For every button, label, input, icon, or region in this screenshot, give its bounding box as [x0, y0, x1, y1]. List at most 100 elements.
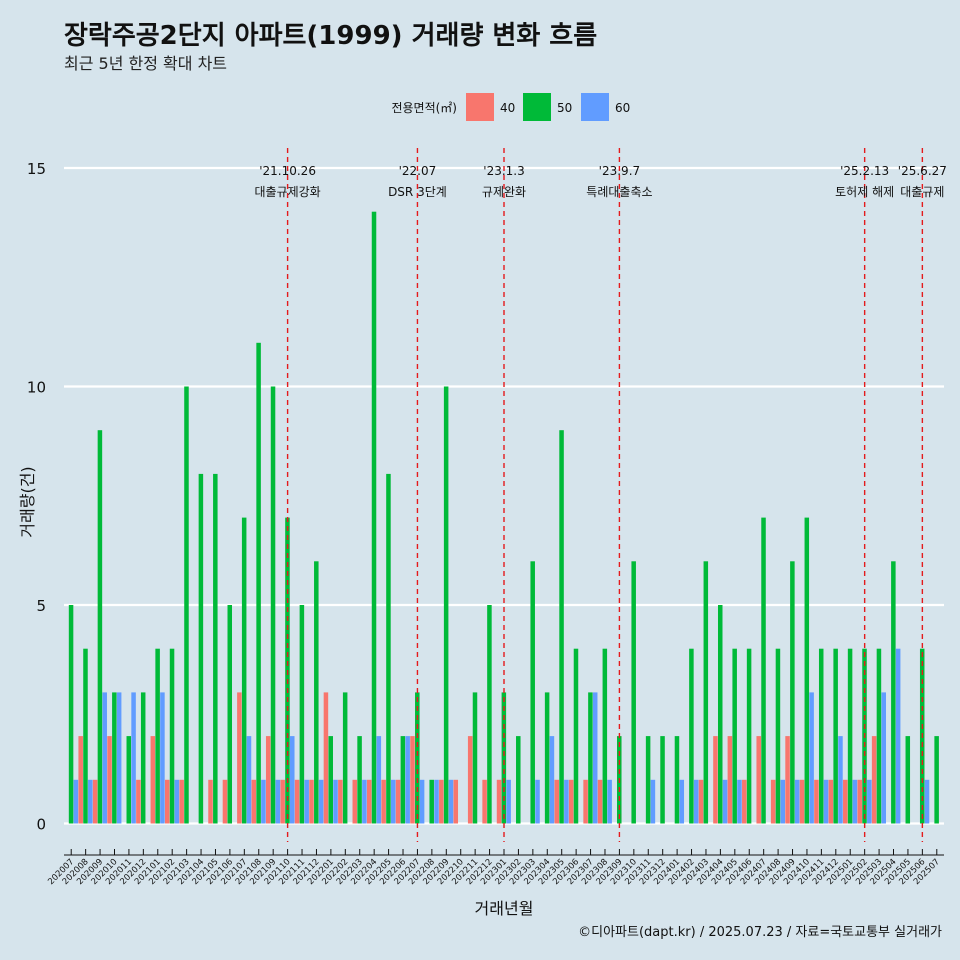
bars	[68, 211, 939, 824]
bar-60-202207	[419, 779, 425, 824]
bar-40-202009	[92, 779, 98, 824]
y-tick-label: 15	[27, 160, 46, 178]
chart-title: 장락주공2단지 아파트(1999) 거래량 변화 흐름	[64, 21, 597, 51]
bar-60-202506	[924, 779, 930, 824]
legend-swatch-40	[466, 93, 494, 121]
bar-40-202110	[280, 779, 285, 824]
bar-50-202108	[256, 342, 261, 824]
event-markers: '21.10.26 대출규제강화 '22.07 DSR 3단계 '23.1.3 규제완화 '…	[254, 148, 947, 842]
bar-50-202503	[876, 648, 882, 824]
bar-60-202007	[73, 779, 79, 824]
bar-50-202504	[891, 561, 896, 824]
bar-40-202403	[698, 779, 704, 824]
bar-40-202502	[857, 779, 862, 824]
bar-40-202412	[828, 779, 834, 824]
legend: 전용면적(㎡) 40 50 60	[391, 93, 630, 121]
bar-40-202409	[785, 736, 790, 824]
bar-50-202206	[400, 736, 406, 824]
bar-60-202502	[867, 779, 872, 824]
bar-40-202212	[482, 779, 487, 824]
bar-60-202108	[261, 779, 266, 824]
bar-40-202102	[164, 779, 170, 824]
bar-50-202112	[314, 561, 319, 824]
legend-label-50: 50	[557, 101, 572, 115]
bar-60-202206	[405, 736, 410, 824]
bar-40-202209	[439, 779, 444, 824]
bar-60-202102	[174, 779, 180, 824]
bar-60-202503	[881, 692, 886, 824]
event-text-label: 대출규제	[900, 185, 944, 199]
bar-60-202405	[737, 779, 742, 824]
bar-50-202212	[487, 605, 492, 824]
bar-50-202010	[112, 692, 117, 824]
bar-60-202109	[275, 779, 281, 824]
bar-60-202203	[362, 779, 367, 824]
bar-40-202201	[323, 692, 329, 824]
bar-50-202305	[559, 430, 564, 824]
bar-60-202208	[434, 779, 439, 824]
bar-50-202303	[530, 561, 535, 824]
x-axis: 2020072020082020092020102020112020122021…	[46, 849, 944, 887]
bar-50-202201	[328, 736, 333, 824]
bar-50-202207	[415, 692, 420, 824]
event-text-label: 토허제 해제	[835, 185, 894, 199]
bar-40-202203	[352, 779, 358, 824]
y-axis-label: 거래량(건)	[18, 466, 37, 537]
bar-40-202010	[107, 736, 112, 824]
bar-40-202202	[338, 779, 343, 824]
bar-40-202106	[222, 779, 228, 824]
bar-60-202011	[131, 692, 136, 824]
bar-40-202305	[554, 779, 559, 824]
bar-40-202410	[799, 779, 805, 824]
bar-60-202401	[679, 779, 685, 824]
legend-swatch-50	[523, 93, 551, 121]
bar-40-202101	[150, 736, 156, 824]
bar-60-202008	[88, 779, 93, 824]
event-text-label: 규제완화	[482, 185, 526, 199]
bar-50-202205	[386, 473, 391, 824]
bar-50-202410	[804, 517, 810, 824]
bar-40-202406	[742, 779, 747, 824]
event-date-label: '22.07	[399, 164, 437, 178]
source-caption: ©디아파트(dapt.kr) / 2025.07.23 / 자료=국토교통부 실…	[578, 925, 942, 940]
bar-40-202109	[265, 736, 271, 824]
bar-60-202205	[390, 779, 396, 824]
bar-40-202308	[597, 779, 603, 824]
event-text-label: 대출규제강화	[254, 185, 320, 199]
bar-60-202209	[448, 779, 454, 824]
bar-40-202008	[78, 736, 83, 824]
bar-60-202402	[693, 779, 699, 824]
bar-60-202311	[650, 779, 656, 824]
bar-60-202410	[809, 692, 814, 824]
bar-60-202412	[838, 736, 843, 824]
bar-50-202012	[140, 692, 146, 824]
bar-50-202105	[213, 473, 218, 824]
event-date-label: '23.1.3	[483, 164, 524, 178]
bar-50-202312	[660, 736, 665, 824]
bar-50-202409	[790, 561, 795, 824]
bar-50-202307	[588, 692, 593, 824]
bar-40-202207	[410, 736, 415, 824]
bar-40-202407	[756, 736, 761, 824]
event-date-label: '25.6.27	[898, 164, 947, 178]
bar-50-202008	[83, 648, 88, 824]
bar-50-202208	[429, 779, 434, 824]
bar-50-202412	[833, 648, 838, 824]
bar-40-202012	[136, 779, 141, 824]
bar-50-202104	[198, 473, 204, 824]
bar-50-202407	[761, 517, 766, 824]
bar-50-202203	[357, 736, 362, 824]
bar-40-202210	[453, 779, 459, 824]
bar-50-202507	[934, 736, 939, 824]
bar-50-202401	[674, 736, 680, 824]
bar-50-202302	[516, 736, 521, 824]
bar-50-202304	[544, 692, 550, 824]
bar-40-202205	[381, 779, 386, 824]
bar-60-202504	[895, 648, 901, 824]
event-date-label: '21.10.26	[259, 164, 316, 178]
bar-50-202501	[847, 648, 853, 824]
bar-60-202409	[794, 779, 800, 824]
x-axis-label: 거래년월	[475, 899, 534, 918]
bar-50-202103	[184, 386, 189, 824]
bar-50-202111	[299, 605, 305, 824]
